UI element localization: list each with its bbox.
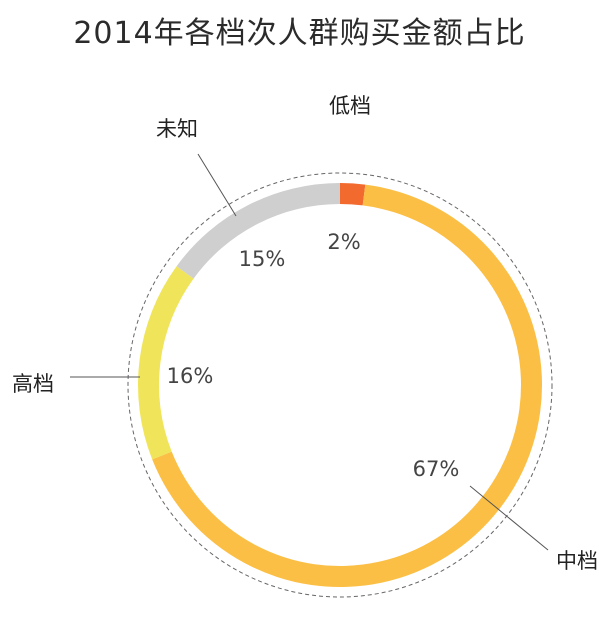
leader-line <box>469 485 549 551</box>
slice-category-label: 未知 <box>156 117 198 141</box>
slice-value-label: 16% <box>167 364 214 388</box>
slice-value-label: 2% <box>327 230 360 254</box>
slice-category-label: 中档 <box>556 549 598 573</box>
slice-value-label: 67% <box>413 457 460 481</box>
slice-1 <box>340 183 366 206</box>
chart-title: 2014年各档次人群购买金额占比 <box>73 16 526 51</box>
outer-dashed-ring <box>127 172 553 598</box>
slice-category-label: 低档 <box>329 94 371 118</box>
leader-line <box>197 153 237 217</box>
slice-3 <box>138 266 194 460</box>
slice-4 <box>176 183 340 279</box>
slice-value-label: 15% <box>239 247 286 271</box>
slice-category-label: 高档 <box>12 372 54 396</box>
